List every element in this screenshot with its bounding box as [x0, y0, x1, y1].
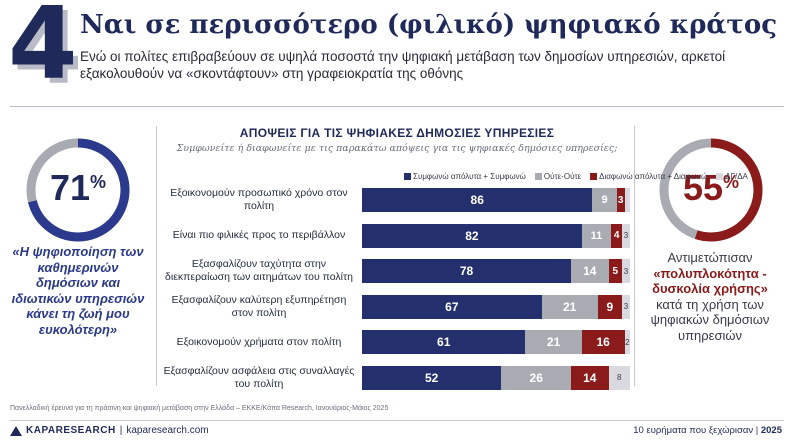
row-label-3: Εξασφαλίζουν καλύτερη εξυπηρέτηση στον π…: [171, 293, 347, 319]
left-stat-quote: «Η ψηφιοποίηση των καθημερινών δημόσιων …: [11, 244, 145, 337]
footer-right-text: 10 ευρήματα που ξεχώρισαν: [633, 425, 754, 436]
right-stat-accent: «πολυπλοκότητα - δυσκολία χρήσης»: [652, 265, 768, 297]
chart-title: ΑΠΟΨΕΙΣ ΓΙΑ ΤΙΣ ΨΗΦΙΑΚΕΣ ΔΗΜΟΣΙΕΣ ΥΠΗΡΕΣ…: [239, 126, 555, 140]
legend-label-0: Συμφωνώ απόλυτα + Συμφωνώ: [413, 172, 526, 181]
brand-suffix: RESEARCH: [55, 425, 116, 436]
bar-r2-s1: 14: [571, 259, 609, 283]
brand-name: KAPA: [26, 425, 56, 436]
bar-r2-s2: 5: [608, 259, 622, 283]
legend-swatch-3: [716, 173, 724, 180]
bar-r1-s3: 3: [621, 223, 630, 248]
bar-r5-s1: 26: [501, 365, 572, 390]
left-donut-value: 71%: [23, 167, 133, 209]
chart-subtitle: Συμφωνείτε ή διαφωνείτε με τις παρακάτω …: [176, 143, 618, 154]
row-label-5: Εξασφαλίζουν ασφάλεια στις συναλλαγές το…: [163, 364, 355, 390]
legend-item-3: ΔΓ/ΔΑ: [716, 172, 748, 181]
kapa-logo-icon: [10, 425, 22, 436]
bar-r0-s3: [624, 188, 630, 212]
legend-swatch-1: [534, 173, 542, 180]
right-stat-text: Αντιμετώπισαν «πολυπλοκότητα - δυσκολία …: [640, 250, 780, 343]
row-label-0: Εξοικονομούν προσωπικό χρόνο στον πολίτη: [170, 187, 348, 212]
left-divider: [156, 126, 157, 386]
bar-r2-s0: 78: [362, 259, 572, 283]
bar-r3-s3: 3: [621, 294, 630, 319]
legend-item-2: Διαφωνώ απόλυτα + Διαφωνώ: [590, 172, 707, 181]
right-donut-chart: [659, 138, 763, 242]
source-footnote: Πανελλαδική έρευνα για τη πράσινη και ψη…: [10, 405, 389, 412]
legend-swatch-0: [404, 173, 411, 180]
left-donut-chart: [26, 138, 130, 242]
bar-r4-s1: 21: [525, 330, 582, 354]
right-stat-before: Αντιμετώπισαν: [667, 250, 753, 265]
bar-r1-s2: 4: [611, 223, 622, 248]
right-stat-after: κατά τη χρήση των ψηφιακών δημόσιων υπηρ…: [650, 296, 770, 343]
brand-logo: KAPARESEARCH: [26, 425, 116, 436]
legend-label-2: Διαφωνώ απόλυτα + Διαφωνώ: [599, 172, 708, 181]
brand-block: KAPARESEARCH | kaparesearch.com: [10, 425, 209, 436]
brand-url[interactable]: kaparesearch.com: [126, 425, 209, 436]
legend-label-1: Ούτε-Ούτε: [543, 172, 582, 181]
right-divider: [634, 126, 635, 386]
bar-r2-s3: 3: [621, 259, 630, 283]
left-donut-percent: %: [90, 172, 107, 192]
bar-r4-s0: 61: [362, 330, 526, 354]
page-subtitle: Ενώ οι πολίτες επιβραβεύουν σε υψηλά ποσ…: [80, 49, 726, 81]
bar-r5-s0: 52: [362, 365, 502, 390]
bar-r0-s1: 9: [592, 188, 617, 212]
bar-r3-s2: 9: [597, 294, 622, 319]
bar-r1-s0: 82: [362, 223, 582, 248]
bar-r3-s0: 67: [362, 294, 542, 319]
bar-r0-s2: 3: [616, 188, 625, 212]
row-label-2: Εξασφαλίζουν ταχύτητα στην διεκπεραίωση …: [165, 258, 353, 283]
footer-right: 10 ευρήματα που ξεχώρισαν | 2025: [633, 425, 782, 436]
right-donut-fill: [659, 138, 763, 242]
legend-swatch-2: [590, 173, 598, 180]
left-donut-fill: [26, 138, 130, 242]
chart-legend: Συμφωνώ απόλυτα + Συμφωνώ Ούτε-Ούτε Διαφων…: [404, 172, 748, 181]
bar-r0-s0: 86: [362, 188, 593, 212]
section-number-shadow: 4: [13, 0, 83, 107]
right-donut-percent: %: [723, 172, 740, 192]
bar-r4-s2: 16: [581, 330, 625, 354]
row-label-4: Εξοικονομούν χρήματα στον πολίτη: [176, 335, 342, 348]
page-title: Ναι σε περισσότερο (φιλικό) ψηφιακό κράτ…: [80, 10, 778, 40]
footer-divider: [10, 420, 784, 421]
bar-r3-s1: 21: [541, 294, 598, 319]
bar-r5-s2: 14: [571, 365, 609, 390]
legend-label-3: ΔΓ/ΔΑ: [725, 172, 748, 181]
section-number: 4: [8, 0, 78, 102]
bar-r4-s3: 2: [624, 330, 630, 354]
legend-item-0: Συμφωνώ απόλυτα + Συμφωνώ: [404, 172, 526, 181]
bar-r5-s3: 8: [608, 365, 630, 390]
footer-year: 2025: [760, 425, 782, 436]
bar-r1-s1: 11: [581, 223, 612, 248]
left-donut-number: 71: [49, 167, 91, 208]
footer-right-separator: |: [755, 425, 759, 436]
brand-separator: |: [119, 425, 123, 436]
row-label-1: Είναι πιο φιλικές προς το περιβάλλον: [172, 229, 346, 241]
legend-item-1: Ούτε-Ούτε: [534, 172, 582, 181]
header-divider: [10, 106, 784, 107]
